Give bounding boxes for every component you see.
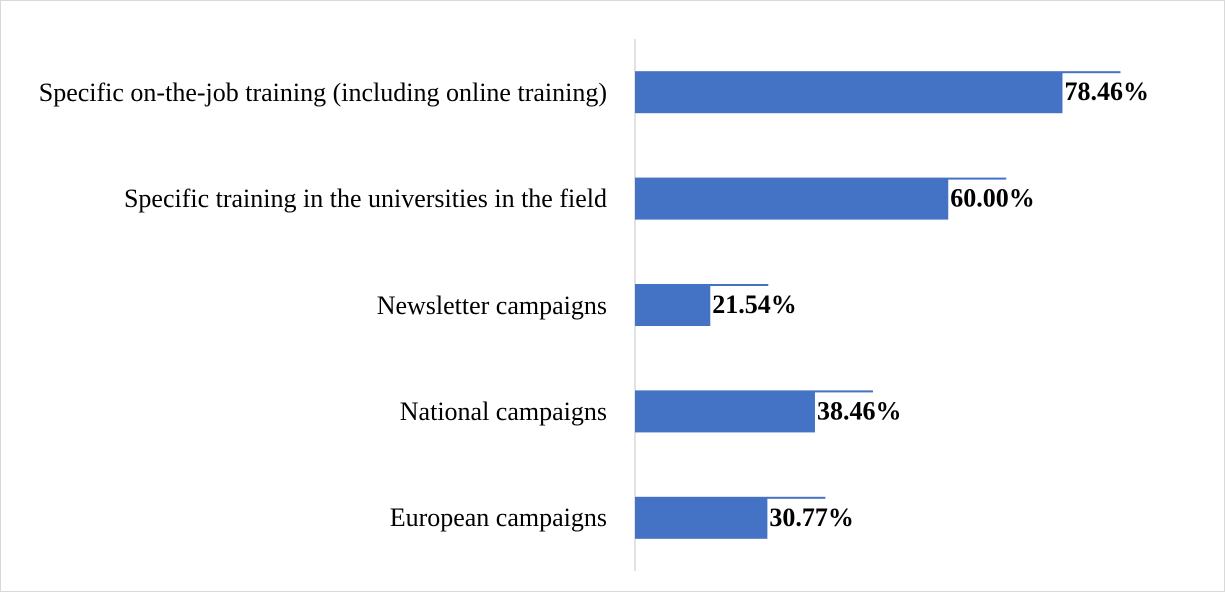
data-label: 78.46% (1064, 77, 1149, 106)
category-label: European campaigns (389, 503, 607, 533)
category-label: National campaigns (399, 396, 607, 426)
label-background (948, 179, 1059, 222)
data-label: 30.77% (769, 503, 854, 532)
category-label: Specific training in the universities in… (123, 184, 607, 214)
category-label: Specific on-the-job training (including … (38, 77, 607, 107)
bar (635, 177, 1007, 220)
data-label: 60.00% (950, 184, 1035, 213)
data-label: 38.46% (817, 396, 902, 425)
label-background (1062, 73, 1173, 116)
label-background (767, 498, 878, 541)
label-background (710, 286, 821, 328)
bar (635, 71, 1121, 114)
data-label: 21.54% (712, 290, 797, 319)
label-background (814, 392, 925, 435)
category-label: Newsletter campaigns (376, 290, 607, 320)
